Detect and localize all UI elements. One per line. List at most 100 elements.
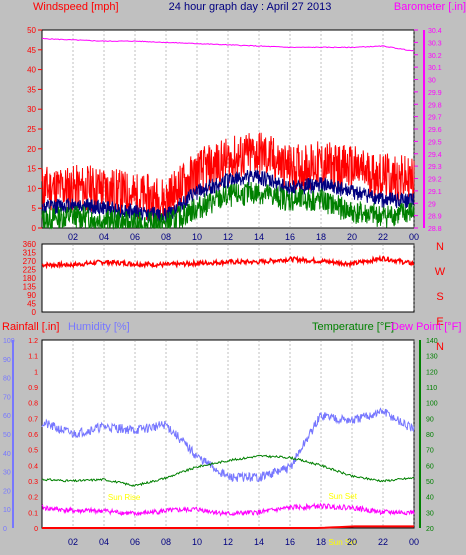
left-tick-label: 10 xyxy=(27,184,36,193)
humidity-tick-label: 50 xyxy=(3,432,11,439)
direction-tick-label: 0 xyxy=(32,308,37,317)
temperature-tick-label: 70 xyxy=(426,448,434,455)
x-tick-label: 20 xyxy=(347,232,357,242)
x-tick-label: 06 xyxy=(130,537,140,547)
temperature-tick-label: 50 xyxy=(426,479,434,486)
compass-label: S xyxy=(436,291,443,303)
left-tick-label: 20 xyxy=(27,145,36,154)
sunset-label: Sun Set xyxy=(328,492,357,501)
x-tick-label: 20 xyxy=(347,537,357,547)
rain-tick-label: 0.7 xyxy=(28,416,38,423)
direction-tick-label: 45 xyxy=(27,300,36,309)
right-tick-label: 29.4 xyxy=(428,152,442,159)
x-tick-label: 06 xyxy=(130,232,140,242)
left-tick-label: 15 xyxy=(27,165,36,174)
humidity-axis-label: Humidity [%] xyxy=(68,321,130,333)
barometer-series xyxy=(41,37,415,52)
right-tick-label: 30.4 xyxy=(428,28,442,35)
direction-series xyxy=(41,254,415,270)
temperature-tick-label: 40 xyxy=(426,495,434,502)
compass-label: W xyxy=(435,266,446,278)
x-tick-label: 12 xyxy=(223,537,233,547)
rainfall-axis-label: Rainfall [.in] xyxy=(2,321,59,333)
rain-tick-label: 0.8 xyxy=(28,401,38,408)
x-tick-label: 00 xyxy=(409,232,419,242)
x-tick-label: 08 xyxy=(161,232,171,242)
x-tick-label: 22 xyxy=(378,537,388,547)
temperature-series xyxy=(41,454,415,488)
left-tick-label: 40 xyxy=(27,66,36,75)
right-tick-label: 30.1 xyxy=(428,65,442,72)
right-tick-label: 29 xyxy=(428,201,436,208)
chart-title: 24 hour graph day : April 27 2013 xyxy=(169,1,332,13)
compass-label: N xyxy=(436,241,444,253)
rain-tick-label: 1.2 xyxy=(28,338,38,345)
compass-label: N xyxy=(436,341,444,353)
sunrise-label: Sun Rise xyxy=(108,493,141,502)
rain-tick-label: 0.6 xyxy=(28,432,38,439)
humidity-tick-label: 60 xyxy=(3,413,11,420)
humidity-tick-label: 100 xyxy=(3,338,15,345)
temperature-tick-label: 100 xyxy=(426,401,438,408)
x-tick-label: 00 xyxy=(409,537,419,547)
right-tick-label: 29.5 xyxy=(428,139,442,146)
left-tick-label: 30 xyxy=(27,105,36,114)
right-tick-label: 29.3 xyxy=(428,164,442,171)
right-tick-label: 28.9 xyxy=(428,214,442,221)
rain-tick-label: 0.4 xyxy=(28,463,38,470)
humidity-tick-label: 10 xyxy=(3,507,11,514)
left-tick-label: 50 xyxy=(27,26,36,35)
rain-tick-label: 0.3 xyxy=(28,479,38,486)
x-tick-label: 22 xyxy=(378,232,388,242)
x-tick-label: 04 xyxy=(99,537,109,547)
rain-tick-label: 0.9 xyxy=(28,385,38,392)
left-tick-label: 35 xyxy=(27,85,36,94)
direction-tick-label: 315 xyxy=(23,249,37,258)
right-tick-label: 30.2 xyxy=(428,53,442,60)
direction-tick-label: 225 xyxy=(23,266,37,275)
right-tick-label: 29.2 xyxy=(428,177,442,184)
temperature-tick-label: 80 xyxy=(426,432,434,439)
right-tick-label: 29.8 xyxy=(428,102,442,109)
rain-tick-label: 0.1 xyxy=(28,510,38,517)
right-tick-label: 30 xyxy=(428,78,436,85)
direction-tick-label: 90 xyxy=(27,291,36,300)
x-tick-label: 02 xyxy=(68,537,78,547)
left-tick-label: 45 xyxy=(27,46,36,55)
right-tick-label: 29.1 xyxy=(428,189,442,196)
rain-tick-label: 0.2 xyxy=(28,495,38,502)
rain-tick-label: 0.5 xyxy=(28,448,38,455)
rain-tick-label: 1 xyxy=(34,369,38,376)
humidity-tick-label: 30 xyxy=(3,470,11,477)
x-tick-label: 18 xyxy=(316,232,326,242)
sunset-label-axis: Sun Set xyxy=(328,538,357,547)
temperature-tick-label: 60 xyxy=(426,463,434,470)
temperature-tick-label: 110 xyxy=(426,385,437,392)
humidity-tick-label: 80 xyxy=(3,376,11,383)
x-tick-label: 10 xyxy=(192,537,202,547)
barometer-axis-label: Barometer [.in] xyxy=(394,1,466,13)
compass-label: E xyxy=(436,316,443,328)
rain-tick-label: 0 xyxy=(34,526,38,533)
right-tick-label: 29.9 xyxy=(428,90,442,97)
direction-tick-label: 360 xyxy=(23,240,37,249)
right-tick-label: 29.7 xyxy=(428,115,442,122)
x-tick-label: 08 xyxy=(161,537,171,547)
right-tick-label: 28.8 xyxy=(428,226,442,233)
right-tick-label: 29.6 xyxy=(428,127,442,134)
temperature-tick-label: 90 xyxy=(426,416,434,423)
humidity-series xyxy=(41,407,415,483)
temperature-tick-label: 140 xyxy=(426,338,438,345)
temperature-tick-label: 130 xyxy=(426,354,438,361)
humidity-tick-label: 20 xyxy=(3,488,11,495)
humidity-tick-label: 70 xyxy=(3,394,11,401)
left-tick-label: 5 xyxy=(32,204,37,213)
left-tick-label: 25 xyxy=(27,125,36,134)
temperature-tick-label: 20 xyxy=(426,526,434,533)
direction-tick-label: 270 xyxy=(23,257,37,266)
wind-series-2 xyxy=(41,169,415,223)
left-tick-label: 0 xyxy=(32,224,37,233)
dewpoint-axis-label: Dew Point [°F] xyxy=(391,321,461,333)
x-tick-label: 18 xyxy=(316,537,326,547)
